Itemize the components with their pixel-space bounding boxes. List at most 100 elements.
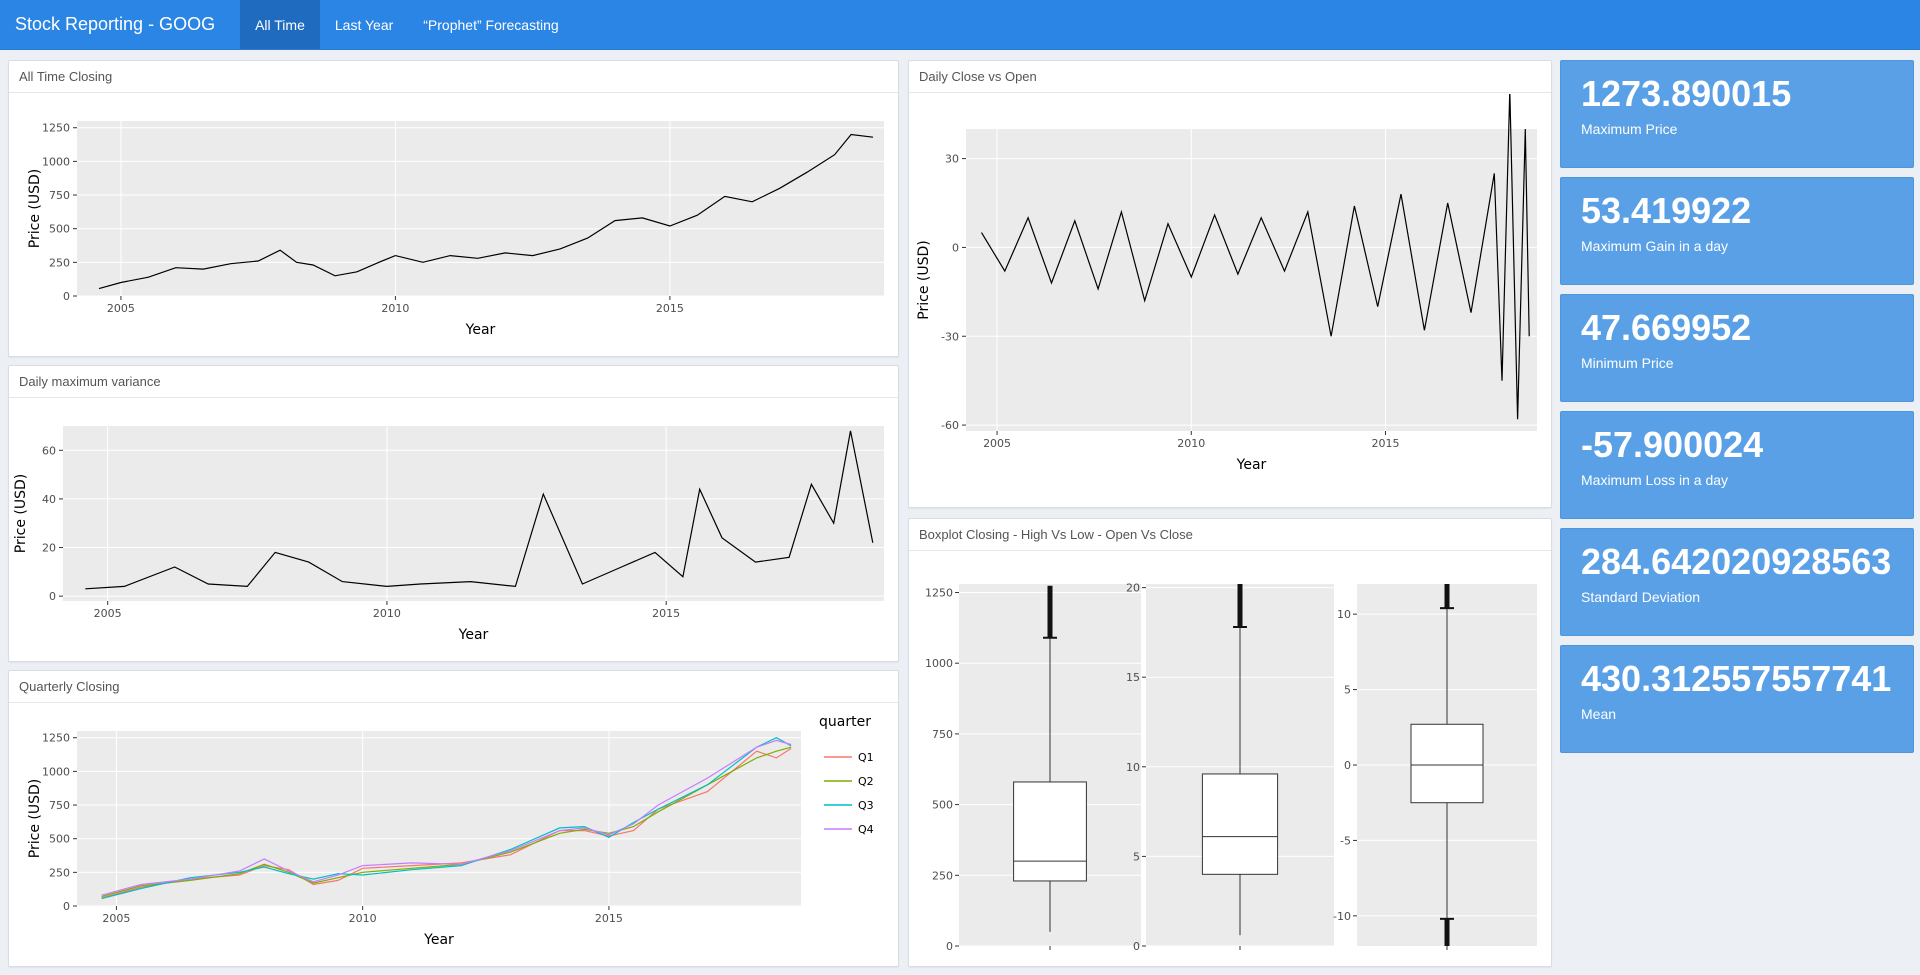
y-tick-label: 0	[63, 900, 70, 913]
card-title: All Time Closing	[9, 61, 898, 93]
box	[1201, 773, 1279, 875]
value-box-mean: 430.312557557741 Mean	[1560, 645, 1914, 753]
y-tick-label: 1250	[42, 122, 70, 135]
plot-panel	[77, 121, 884, 296]
box	[1410, 723, 1484, 804]
y-tick-label: 0	[49, 590, 56, 603]
value-box-max-price: 1273.890015 Maximum Price	[1560, 60, 1914, 168]
x-tick-label: 2005	[107, 302, 135, 315]
x-tick-label: 2015	[652, 607, 680, 620]
tab-last-year[interactable]: Last Year	[334, 16, 394, 33]
value-box-min-price: 47.669952 Minimum Price	[1560, 294, 1914, 402]
all-time-closing-chart: 0 250 500 750 1000 1250 2005 2010 2015 Year Price …	[27, 121, 884, 338]
value-box-value: 430.312557557741	[1581, 658, 1892, 699]
card-boxplot: Boxplot Closing - High Vs Low - Open Vs …	[908, 518, 1552, 967]
y-tick-label: 500	[49, 833, 70, 846]
x-tick-label: 2005	[102, 912, 130, 925]
value-box-max-loss: -57.900024 Maximum Loss in a day	[1560, 411, 1914, 519]
x-axis-label: Year	[465, 322, 496, 338]
y-tick-label: 1250	[42, 732, 70, 745]
app-title: Stock Reporting - GOOG	[15, 14, 216, 34]
series-line	[980, 94, 1530, 420]
y-tick-label: 0	[63, 290, 70, 303]
y-tick-label: 1000	[42, 155, 70, 168]
x-tick-label: 2005	[94, 607, 122, 620]
y-tick-label: 0	[952, 241, 959, 254]
y-axis-label: Price (USD)	[13, 474, 29, 553]
series-line	[101, 747, 792, 899]
y-tick-label: 250	[49, 256, 70, 269]
card-quarterly-closing: Quarterly Closing 0 250 500 750 1000 1250 2005…	[8, 670, 899, 967]
value-box-label: Maximum Gain in a day	[1581, 238, 1729, 254]
x-tick-label: 2015	[1372, 437, 1400, 450]
y-axis-label: Price (USD)	[27, 169, 43, 248]
y-tick-label: 500	[49, 223, 70, 236]
x-tick-label: 2015	[595, 912, 623, 925]
x-axis-label: Year	[423, 932, 454, 948]
series-line	[98, 133, 874, 290]
card-title: Quarterly Closing	[9, 671, 898, 703]
y-tick-label: 250	[49, 866, 70, 879]
y-tick-label: 750	[49, 799, 70, 812]
y-tick-label: 5	[1133, 850, 1140, 863]
y-tick-label: -10	[1333, 910, 1351, 923]
x-tick-label: 2015	[656, 302, 684, 315]
plot-panel	[63, 426, 884, 601]
tab-all-time[interactable]: All Time	[240, 0, 320, 49]
y-tick-label: 5	[1344, 684, 1351, 697]
y-axis-label: Price (USD)	[27, 779, 43, 858]
y-tick-label: -30	[941, 330, 959, 343]
y-tick-label: 500	[932, 799, 953, 812]
value-box-label: Standard Deviation	[1581, 589, 1701, 605]
y-tick-label: 20	[1126, 582, 1140, 595]
box	[1013, 781, 1087, 882]
y-tick-label: 40	[42, 493, 56, 506]
close-vs-open-chart: -60 -30 0 30 2005 2010 2015 Year Price (USD)	[916, 94, 1537, 473]
value-box-label: Maximum Price	[1581, 121, 1678, 137]
boxplot-chart: 0 250 500 750 1000 1250 0 5 10 15 20 -10 -5 0 5 10	[925, 582, 1537, 953]
value-box-value: -57.900024	[1581, 424, 1764, 465]
y-axis-label: Price (USD)	[916, 240, 932, 319]
series-line	[101, 737, 792, 900]
card-daily-maximum-variance: Daily maximum variance 0 20 40 60 2005 2010 20…	[8, 365, 899, 662]
legend-label: Q3	[858, 799, 874, 812]
y-tick-label: 0	[1133, 940, 1140, 953]
y-tick-label: 250	[932, 869, 953, 882]
card-title: Daily maximum variance	[9, 366, 898, 398]
y-tick-label: 15	[1126, 671, 1140, 684]
series-line	[85, 430, 874, 590]
card-title: Daily Close vs Open	[909, 61, 1551, 93]
plot-panel	[966, 129, 1537, 431]
y-tick-label: 1000	[42, 765, 70, 778]
x-axis-label: Year	[458, 627, 489, 643]
y-tick-label: 1000	[925, 657, 953, 670]
value-box-std-dev: 284.642020928563 Standard Deviation	[1560, 528, 1914, 636]
x-tick-label: 2010	[1177, 437, 1205, 450]
card-title: Boxplot Closing - High Vs Low - Open Vs …	[909, 519, 1551, 551]
value-box-max-gain: 53.419922 Maximum Gain in a day	[1560, 177, 1914, 285]
value-box-value: 284.642020928563	[1581, 541, 1892, 582]
y-tick-label: 750	[932, 728, 953, 741]
card-all-time-closing: All Time Closing 0 250 500 750 1000 1250 2005 2…	[8, 60, 899, 357]
y-tick-label: 0	[946, 940, 953, 953]
y-tick-label: 60	[42, 444, 56, 457]
legend-label: Q1	[858, 751, 874, 764]
x-axis-label: Year	[1236, 457, 1267, 473]
y-tick-label: -60	[941, 419, 959, 432]
y-tick-label: 0	[1344, 759, 1351, 772]
tab-prophet-forecasting[interactable]: “Prophet” Forecasting	[423, 16, 559, 33]
y-tick-label: 1250	[925, 586, 953, 599]
value-box-label: Maximum Loss in a day	[1581, 472, 1729, 488]
x-tick-label: 2010	[373, 607, 401, 620]
card-daily-close-vs-open: Daily Close vs Open -60 -30 0 30 2005 2010 201…	[908, 60, 1552, 508]
x-tick-label: 2005	[983, 437, 1011, 450]
value-box-value: 47.669952	[1581, 307, 1752, 348]
value-box-label: Mean	[1581, 706, 1617, 722]
legend-label: Q4	[858, 823, 874, 836]
y-tick-label: 750	[49, 189, 70, 202]
y-tick-label: 30	[945, 153, 959, 166]
y-tick-label: 10	[1126, 761, 1140, 774]
x-tick-label: 2010	[349, 912, 377, 925]
series-line	[101, 739, 792, 896]
navbar: Stock Reporting - GOOG All Time Last Yea…	[0, 0, 1920, 50]
